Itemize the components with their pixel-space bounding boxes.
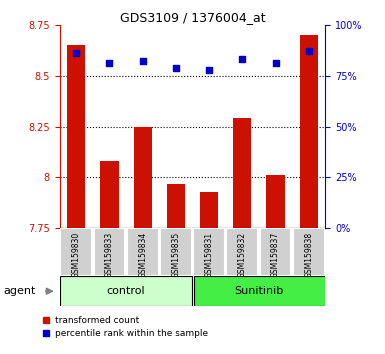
Bar [134,126,152,228]
Point [140,58,146,64]
Bar [226,228,258,276]
Text: GSM159831: GSM159831 [204,232,214,278]
Bar [167,183,185,228]
Bar [194,276,327,306]
Bar [233,119,251,228]
Text: GSM159833: GSM159833 [105,232,114,278]
Bar [60,276,192,306]
Bar [266,175,285,228]
Text: GSM159838: GSM159838 [304,232,313,278]
Point [206,67,212,73]
Text: agent: agent [4,286,36,296]
Bar [259,228,291,276]
Text: GSM159835: GSM159835 [171,232,181,278]
Bar [300,35,318,228]
Point [106,61,112,66]
Bar [100,161,119,228]
Bar [94,228,126,276]
Bar [193,228,225,276]
Text: GSM159837: GSM159837 [271,232,280,278]
Text: control: control [107,286,146,296]
Bar [160,228,192,276]
Point [239,57,245,62]
Point [173,65,179,70]
Text: Sunitinib: Sunitinib [234,286,283,296]
Text: GSM159830: GSM159830 [72,232,81,278]
Legend: transformed count, percentile rank within the sample: transformed count, percentile rank withi… [39,313,211,341]
Bar [60,228,92,276]
Text: GSM159832: GSM159832 [238,232,247,278]
Bar [127,228,159,276]
Title: GDS3109 / 1376004_at: GDS3109 / 1376004_at [120,11,265,24]
Point [73,51,79,56]
Point [306,48,312,54]
Bar [293,228,325,276]
Text: GSM159834: GSM159834 [138,232,147,278]
Bar [200,192,218,228]
Point [273,61,279,66]
Bar [67,45,85,228]
